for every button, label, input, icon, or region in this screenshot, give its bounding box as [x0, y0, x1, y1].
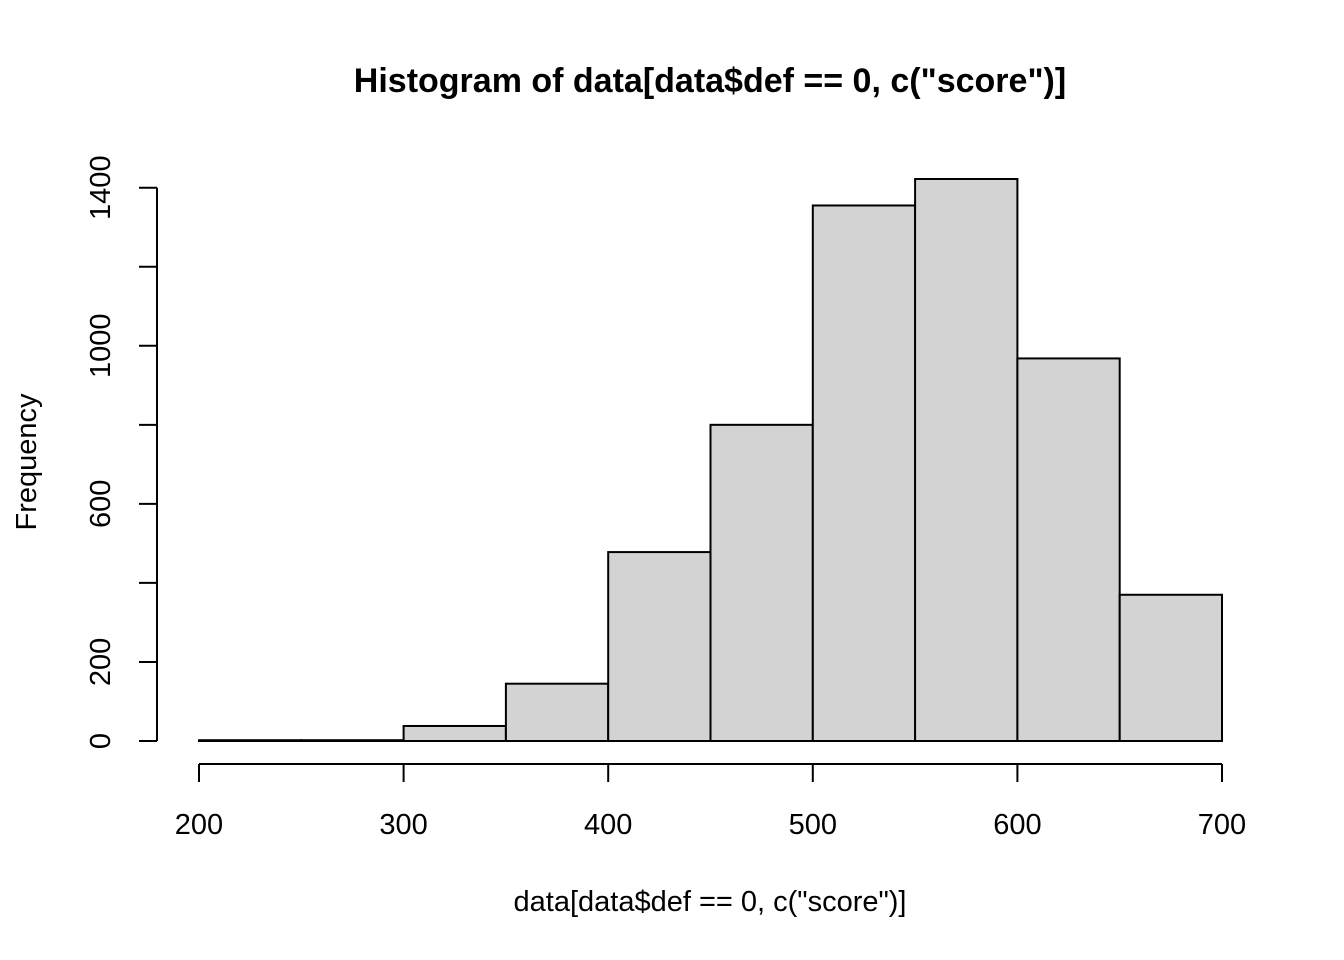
x-axis: 200 300 400 500 600 700: [175, 763, 1246, 841]
y-tick-label: 200: [85, 638, 117, 686]
x-axis-label: data[data$def == 0, c("score")]: [514, 886, 907, 918]
y-axis-label: Frequency: [11, 393, 43, 531]
y-tick-label: 600: [85, 480, 117, 528]
histogram-bar: [504, 682, 610, 742]
x-tick-label: 700: [1198, 809, 1246, 841]
y-tick-label: 1400: [85, 155, 117, 220]
y-axis: 0 200 600 1000 1400: [85, 155, 158, 749]
bars-group: [198, 178, 1223, 743]
x-tick-label: 400: [584, 809, 632, 841]
histogram-bar: [607, 551, 712, 743]
histogram-bar: [1016, 357, 1121, 742]
histogram-bar: [198, 739, 303, 742]
x-tick-label: 200: [175, 809, 223, 841]
histogram-bar: [914, 178, 1019, 742]
y-tick-label: 1000: [85, 314, 117, 379]
histogram-bar: [300, 739, 405, 742]
chart-title: Histogram of data[data$def == 0, c("scor…: [354, 62, 1066, 100]
y-tick-label: 0: [85, 733, 117, 749]
x-tick-label: 600: [993, 809, 1041, 841]
histogram-bar: [402, 724, 507, 742]
histogram-bar: [1118, 593, 1223, 743]
x-tick-label: 500: [789, 809, 837, 841]
x-tick-label: 300: [379, 809, 427, 841]
histogram-bar: [709, 423, 814, 742]
histogram-bar: [811, 204, 917, 742]
